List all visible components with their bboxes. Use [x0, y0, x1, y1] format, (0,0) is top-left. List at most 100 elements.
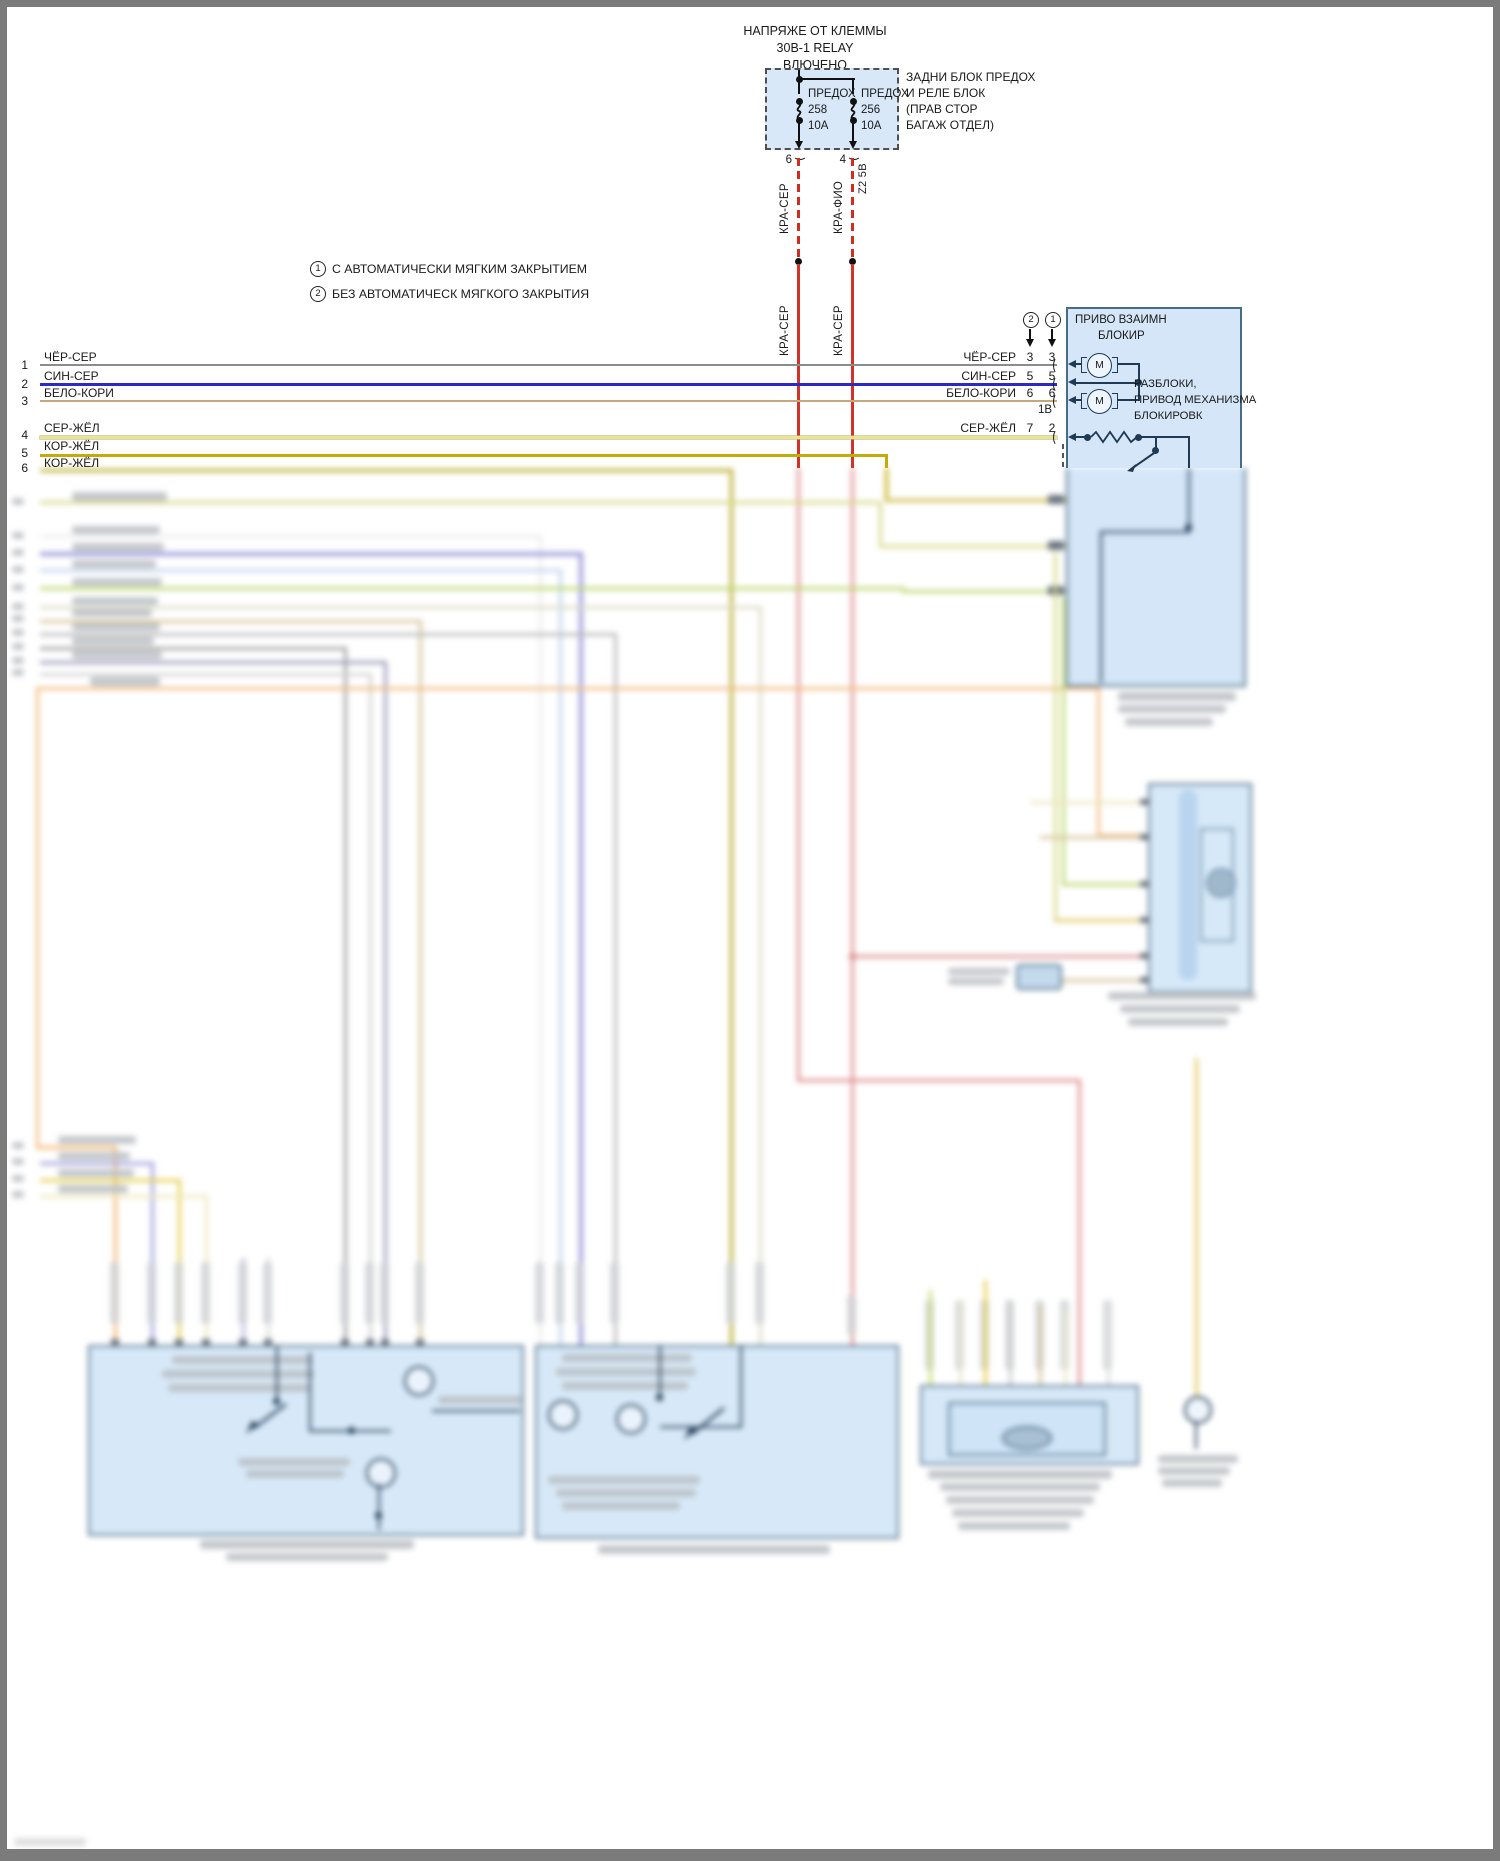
wire-segment	[40, 587, 905, 590]
wire-segment	[1040, 836, 1148, 839]
wire-segment	[36, 687, 39, 1147]
row2-number: 2	[21, 377, 28, 391]
blurred-text	[755, 1262, 764, 1324]
wire-segment	[1054, 552, 1057, 922]
wire-segment	[369, 673, 372, 1347]
blurred-text	[952, 1509, 1084, 1517]
blurred-text	[72, 597, 158, 605]
actuator-desc-1: РАЗБЛОКИ,	[1134, 378, 1197, 390]
fuse-terminal-dot	[850, 117, 857, 124]
fuse1-amp: 10A	[808, 120, 829, 132]
connector-socket-icon	[1053, 376, 1063, 393]
row2-label: СИН-СЕР	[44, 369, 99, 383]
wire-segment	[559, 569, 562, 1347]
connector-col-left-circle: 2	[1023, 312, 1039, 328]
feed2-lower-label: КРА-СЕР	[833, 305, 845, 356]
blurred-text	[548, 1476, 700, 1484]
arrow-down-icon	[1025, 339, 1034, 347]
blurred-text	[90, 677, 160, 686]
blurred-text	[72, 637, 154, 645]
junction-dot	[273, 1398, 280, 1405]
row4-pin-a: 7	[1026, 421, 1034, 435]
blurred-text	[72, 560, 156, 568]
wire-segment	[114, 1146, 117, 1347]
blurred-text	[928, 1470, 1112, 1479]
row3-number: 3	[21, 394, 28, 408]
component-line	[1140, 436, 1190, 438]
wire-segment	[614, 633, 617, 1347]
wire-segment	[40, 620, 422, 623]
wire-segment	[40, 1162, 154, 1165]
wire-segment	[40, 606, 762, 609]
connector-pin	[264, 1339, 272, 1346]
wire-segment	[40, 673, 372, 676]
blurred-text	[12, 1158, 24, 1165]
wire-segment	[1078, 1079, 1081, 1387]
blurred-text	[72, 543, 164, 551]
blurred-text	[72, 623, 160, 631]
row1-wire	[40, 364, 1057, 366]
fuse-box-side-label-4: БАГАЖ ОТДЕЛ)	[906, 118, 994, 132]
wire-segment	[1009, 1300, 1012, 1385]
wire-segment	[797, 1079, 1080, 1082]
row3-pin-b: 6	[1048, 386, 1056, 400]
connector-pin	[1140, 799, 1150, 805]
fuse-box-side-label-3: (ПРАВ СТОР	[906, 102, 978, 116]
component-line	[432, 1410, 520, 1412]
row2-wire	[40, 383, 1057, 386]
connector-pin	[1140, 834, 1150, 840]
fuse-box-side-label-2: И РЕЛЕ БЛОК	[906, 86, 986, 100]
row2-pin-a: 5	[1026, 369, 1034, 383]
actuator-desc-3: БЛОКИРОВК	[1134, 410, 1203, 422]
motor-bracket	[1112, 357, 1118, 373]
blurred-text	[12, 615, 24, 622]
fuse2-label: ПРЕДОХ	[861, 88, 909, 100]
switch-symbol	[1127, 450, 1158, 472]
blurred-text	[58, 1152, 130, 1160]
wire-segment	[344, 647, 347, 1347]
connector-pin	[1140, 917, 1150, 923]
connector-oval	[1002, 1426, 1052, 1450]
blurred-text	[58, 1169, 134, 1177]
wire-segment	[384, 661, 387, 1347]
blurred-text	[12, 549, 24, 556]
blurred-text	[556, 1368, 696, 1376]
component-line	[1075, 382, 1139, 384]
blurred-text	[948, 968, 1010, 975]
connector-socket-icon	[1053, 393, 1063, 410]
feed1-upper-label: КРА-СЕР	[779, 183, 791, 234]
blurred-text	[12, 566, 24, 573]
note2-circle-number: 2	[310, 286, 326, 302]
component-line	[1100, 532, 1102, 683]
blurred-text	[72, 609, 152, 617]
fuse-box-side-label-1: ЗАДНИ БЛОК ПРЕДОХ	[906, 70, 1036, 84]
blurred-text	[168, 1384, 310, 1392]
wire-segment	[36, 1146, 117, 1149]
blurred-text	[72, 492, 167, 501]
connector-socket-icon	[847, 150, 861, 160]
small-connector	[1016, 964, 1062, 990]
blurred-text	[162, 1370, 314, 1378]
blurred-text	[438, 1396, 522, 1404]
fuse-box-bus	[852, 78, 854, 94]
fuse-terminal-dot	[796, 117, 803, 124]
row3-right-label: БЕЛО-КОРИ	[946, 386, 1016, 400]
blurred-text	[1158, 1467, 1230, 1475]
blurred-text	[12, 657, 24, 664]
connector-pin	[1140, 953, 1150, 959]
blurred-text	[958, 1522, 1070, 1530]
blurred-text	[1125, 718, 1213, 726]
blurred-text	[172, 1356, 312, 1364]
wire-kra-ser-dashed	[797, 158, 800, 260]
lamp-symbol	[1184, 1396, 1212, 1424]
component-line	[740, 1345, 742, 1427]
arrow-left-icon	[1068, 433, 1076, 441]
row6-label: КОР-ЖЁЛ	[44, 456, 100, 470]
fuse-box	[765, 68, 899, 150]
row1-label: ЧЁР-СЕР	[44, 350, 97, 364]
fuse1-number: 258	[808, 104, 828, 116]
blurred-text	[238, 1262, 247, 1324]
resistor-symbol	[1090, 430, 1138, 444]
wire-segment	[759, 606, 762, 1347]
blurred-text	[147, 1262, 156, 1324]
